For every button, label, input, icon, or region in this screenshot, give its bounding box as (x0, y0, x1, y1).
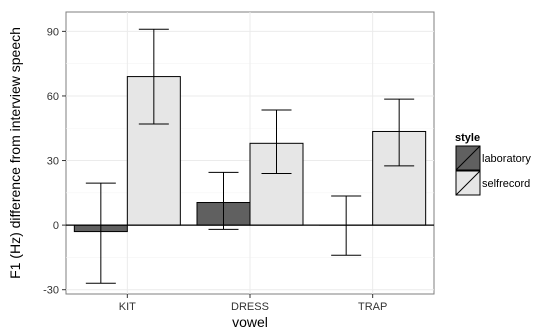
y-tick-label: 30 (47, 156, 59, 168)
y-axis-title: F1 (Hz) difference from interview speech (7, 27, 23, 279)
legend-key-laboratory (455, 145, 481, 171)
error-bar-laboratory (208, 171, 239, 230)
legend-label-selfrecord: selfrecord (482, 178, 530, 190)
error-bar-laboratory (85, 182, 116, 284)
legend-swatch-slash (455, 170, 481, 196)
y-tick-label: 90 (47, 26, 59, 38)
error-bar-laboratory (331, 195, 362, 256)
error-bar-selfrecord (138, 28, 169, 125)
x-axis: KIT DRESS TRAP (119, 294, 387, 313)
x-tick-label: KIT (119, 301, 136, 313)
x-tick-label: DRESS (231, 301, 269, 313)
y-axis: -30 0 30 60 90 (43, 26, 66, 297)
x-axis-title: vowel (232, 314, 268, 330)
legend-title: style (455, 132, 480, 144)
y-tick-label: -30 (43, 285, 59, 297)
legend-swatch-slash (455, 145, 481, 171)
legend-label-laboratory: laboratory (482, 153, 531, 165)
legend: style laboratory selfrecord (455, 132, 531, 196)
x-tick-label: TRAP (358, 301, 387, 313)
legend-key-selfrecord (455, 170, 481, 196)
error-bar-selfrecord (384, 98, 415, 167)
error-bar-selfrecord (261, 109, 292, 174)
error-bars (85, 28, 415, 284)
y-tick-label: 0 (53, 220, 59, 232)
y-tick-label: 60 (47, 91, 59, 103)
